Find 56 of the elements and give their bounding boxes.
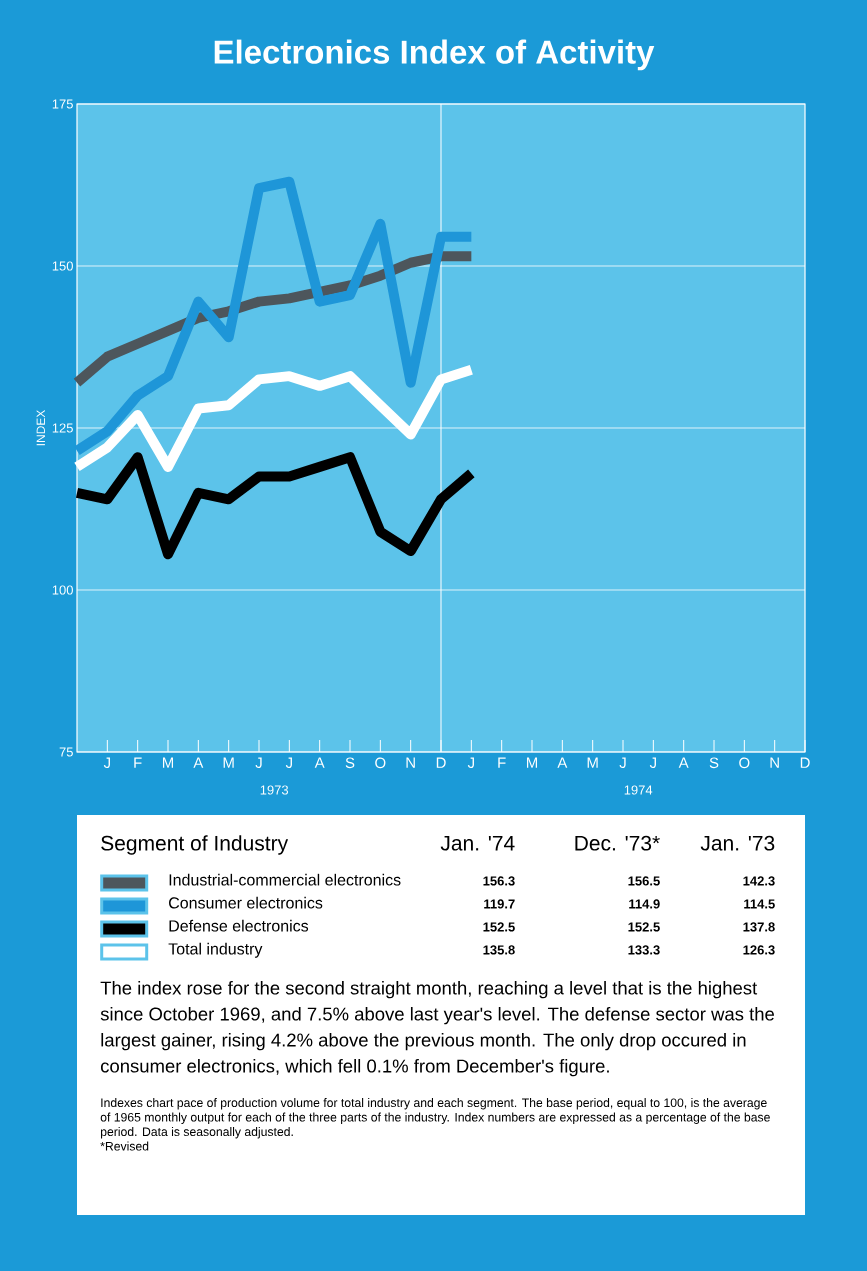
x-tick-label: M xyxy=(587,757,598,768)
x-tick-label: A xyxy=(678,757,689,768)
x-tick-label: F xyxy=(134,757,142,768)
y-tick-label: 150 xyxy=(52,261,73,271)
x-tick-label: J xyxy=(255,757,262,768)
legend-label: Consumer electronics xyxy=(169,896,323,909)
text: Indexes chart pace of production volume for total industry and each segment. The base period, equal to 100, is the average of 1965 monthly output for each of the three parts of the industry. Index numbers are expressed as a percentage of the base period. Data is seasonally adjusted. xyxy=(100,1098,770,1139)
x-tick-label: J xyxy=(103,757,110,768)
y-tick-label: 125 xyxy=(52,423,73,433)
x-tick-label: F xyxy=(498,757,506,768)
text: Segment of Industry xyxy=(101,835,289,855)
y-tick-label: 100 xyxy=(52,585,73,595)
x-tick-label: J xyxy=(619,757,626,768)
y-axis-title: INDEX xyxy=(36,409,45,446)
legend-label: Total industry xyxy=(168,942,263,958)
text: 156.5 xyxy=(628,876,660,886)
text: *Revised xyxy=(100,1141,149,1151)
x-tick-label: N xyxy=(406,757,415,768)
x-tick-label: A xyxy=(557,757,568,768)
text: 114.5 xyxy=(744,899,775,909)
legend-label: Industrial-commercial electronics xyxy=(169,873,401,886)
chart-title: Electronics Index of Activity xyxy=(214,39,655,71)
text: 142.3 xyxy=(743,876,775,886)
x-tick-label: J xyxy=(285,757,292,768)
x-tick-label: N xyxy=(770,757,779,768)
y-tick-label: 75 xyxy=(59,747,73,757)
text: 126.3 xyxy=(743,945,775,955)
text: 1973 xyxy=(260,785,289,795)
legend-label: Defense electronics xyxy=(169,919,309,932)
x-tick-label: S xyxy=(345,757,355,769)
text: Jan. '73 xyxy=(700,835,775,851)
x-tick-label: M xyxy=(223,757,234,768)
x-tick-label: M xyxy=(162,757,174,768)
text: 133.3 xyxy=(628,945,660,955)
x-tick-label: D xyxy=(436,757,446,768)
text: 135.8 xyxy=(483,945,515,955)
x-tick-label: J xyxy=(649,757,656,768)
text: 1974 xyxy=(624,785,653,795)
x-tick-label: M xyxy=(526,757,538,768)
x-tick-label: S xyxy=(709,757,719,769)
text: Dec. '73* xyxy=(575,835,660,851)
text: Jan. '74 xyxy=(440,835,515,851)
text: 114.9 xyxy=(629,899,660,909)
text: 137.8 xyxy=(743,922,775,932)
x-tick-label: J xyxy=(467,757,474,768)
x-tick-label: A xyxy=(314,757,325,768)
text: 156.3 xyxy=(483,876,515,886)
text: The index rose for the second straight month, reaching a level that is the highest since October 1969, and 7.5% above last year's level. The defense sector was the largest gainer, rising 4.2% above the previous month. The only drop occured in consumer electronics, which fell 0.1% from December's figure. xyxy=(100,981,775,1077)
x-tick-label: O xyxy=(739,757,750,769)
y-tick-label: 175 xyxy=(52,99,73,109)
text: 152.5 xyxy=(483,922,515,932)
text: 119.7 xyxy=(484,899,515,909)
text: 152.5 xyxy=(628,922,660,932)
x-tick-label: O xyxy=(375,757,386,769)
x-tick-label: A xyxy=(193,757,204,768)
x-tick-label: D xyxy=(800,757,810,768)
